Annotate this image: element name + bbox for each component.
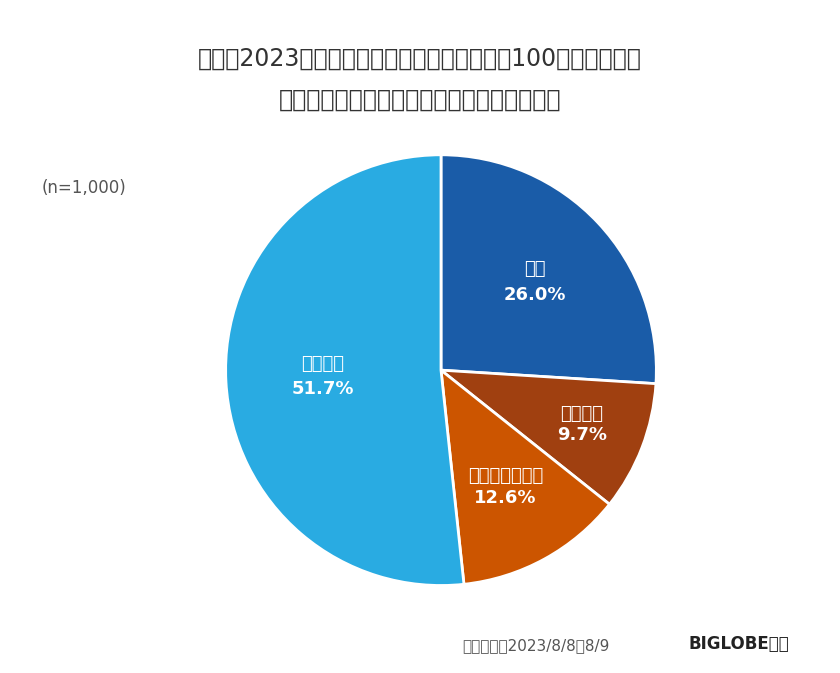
Text: BIGLOBE調べ: BIGLOBE調べ [689,635,790,653]
Wedge shape [441,155,656,384]
Text: (n=1,000): (n=1,000) [42,180,127,197]
Wedge shape [441,370,656,504]
Text: 26.0%: 26.0% [504,285,566,304]
Text: 改めて防災に対する意識を高めたいと思うか: 改めて防災に対する意識を高めたいと思うか [279,87,561,112]
Text: 思わない: 思わない [560,404,603,423]
Text: 調査期間：2023/8/8〜8/9: 調査期間：2023/8/8〜8/9 [462,638,609,653]
Wedge shape [226,155,464,586]
Text: 12.6%: 12.6% [474,489,537,507]
Wedge shape [441,370,610,584]
Text: 思う: 思う [524,260,546,278]
Text: あまり思わない: あまり思わない [468,467,543,485]
Text: 51.7%: 51.7% [291,380,354,398]
Text: やや思う: やや思う [302,355,344,373]
Text: 今年（2023年）は関東大震災が発生してから100年となるが、: 今年（2023年）は関東大震災が発生してから100年となるが、 [198,47,642,71]
Text: 9.7%: 9.7% [557,426,606,444]
